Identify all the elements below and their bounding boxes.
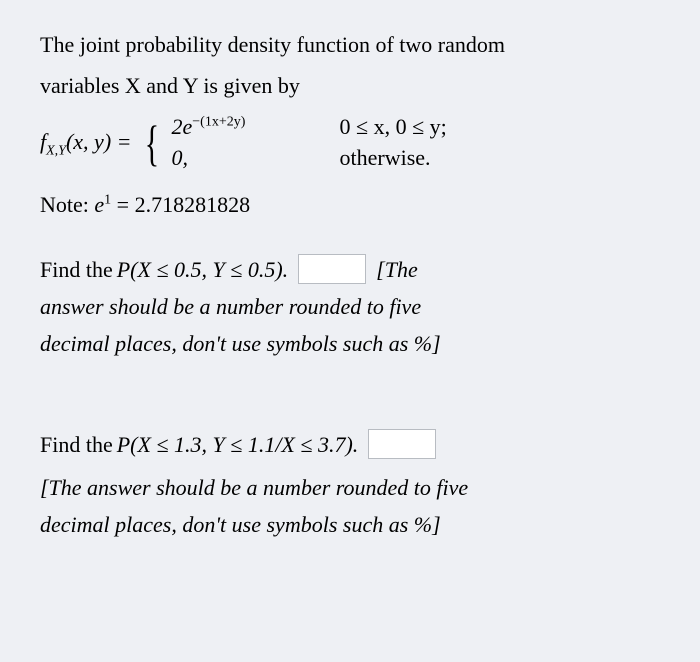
pdf-definition: fX,Y(x, y) = { 2e−(1x+2y) 0 ≤ x, 0 ≤ y; …	[40, 112, 660, 174]
q2-hint-2: decimal places, don't use symbols such a…	[40, 508, 660, 541]
brace-icon: {	[144, 123, 158, 163]
q2-prefix: Find the	[40, 428, 113, 461]
case2-expr: 0,	[172, 143, 312, 174]
note-row: Note: e1 = 2.718281828	[40, 188, 660, 221]
case1-exp: −(1x+2y)	[192, 115, 245, 130]
case1-cond: 0 ≤ x, 0 ≤ y;	[340, 112, 520, 143]
intro-line-2: variables X and Y is given by	[40, 69, 660, 102]
note-e: e	[94, 192, 104, 217]
lhs: fX,Y(x, y) =	[40, 125, 132, 161]
case1-expr: 2e−(1x+2y)	[172, 112, 312, 143]
spacer	[40, 370, 660, 398]
q1-bracket: [The	[376, 253, 418, 286]
note-prefix: Note:	[40, 192, 94, 217]
q1-hint-2: decimal places, don't use symbols such a…	[40, 327, 660, 360]
q2-hint-1: [The answer should be a number rounded t…	[40, 471, 660, 504]
lhs-sub: X,Y	[46, 143, 66, 158]
intro-line-1: The joint probability density function o…	[40, 28, 660, 61]
q2-line: Find the P(X ≤ 1.3, Y ≤ 1.1/X ≤ 3.7).	[40, 428, 660, 461]
q1-hint-1: answer should be a number rounded to fiv…	[40, 290, 660, 323]
q1-math: P(X ≤ 0.5, Y ≤ 0.5).	[117, 253, 288, 286]
lhs-args: (x, y) =	[66, 129, 132, 154]
q1-prefix: Find the	[40, 253, 113, 286]
question-1: Find the P(X ≤ 0.5, Y ≤ 0.5). [The answe…	[40, 253, 660, 360]
q2-answer-input[interactable]	[368, 429, 436, 459]
case-row-2: 0, otherwise.	[172, 143, 520, 174]
case1-pre: 2e	[172, 114, 193, 139]
case2-cond: otherwise.	[340, 143, 520, 174]
q1-answer-input[interactable]	[298, 254, 366, 284]
case-row-1: 2e−(1x+2y) 0 ≤ x, 0 ≤ y;	[172, 112, 520, 143]
q2-math: P(X ≤ 1.3, Y ≤ 1.1/X ≤ 3.7).	[117, 428, 359, 461]
q1-line: Find the P(X ≤ 0.5, Y ≤ 0.5). [The	[40, 253, 660, 286]
cases: 2e−(1x+2y) 0 ≤ x, 0 ≤ y; 0, otherwise.	[172, 112, 520, 174]
question-2: Find the P(X ≤ 1.3, Y ≤ 1.1/X ≤ 3.7). [T…	[40, 428, 660, 541]
note-eq: = 2.718281828	[111, 192, 250, 217]
